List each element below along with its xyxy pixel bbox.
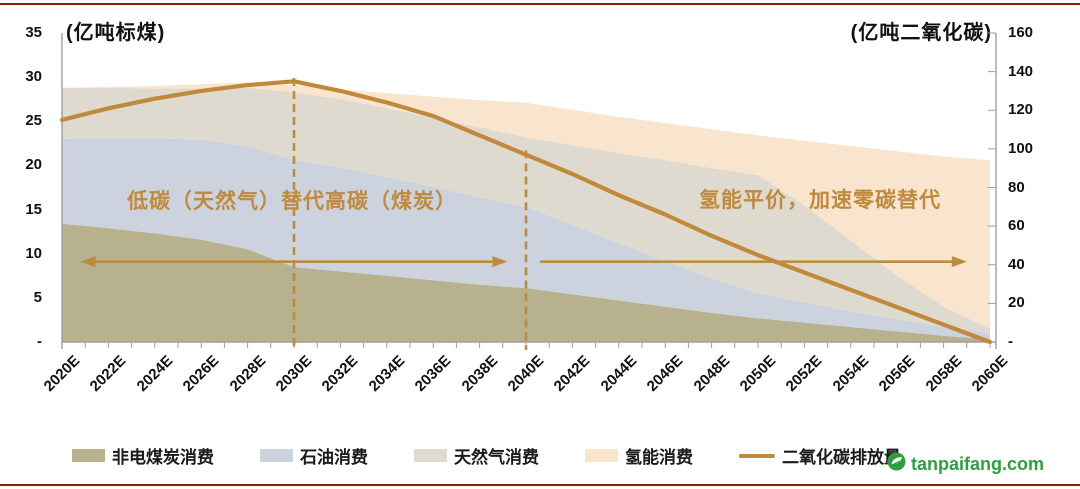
x-axis-tick-label: 2052E bbox=[783, 352, 826, 395]
right-axis-tick-label: 100 bbox=[1008, 139, 1034, 157]
legend-item: 二氧化碳排放量 bbox=[739, 443, 901, 468]
legend-label: 天然气消费 bbox=[454, 448, 539, 467]
legend-label: 二氧化碳排放量 bbox=[782, 448, 901, 467]
x-axis-tick-label: 2028E bbox=[226, 352, 269, 395]
x-axis-tick-label: 2048E bbox=[690, 352, 733, 395]
right-axis-tick-label: 40 bbox=[1008, 255, 1025, 273]
left-axis-tick-label: 20 bbox=[25, 156, 42, 174]
x-axis-tick-label: 2050E bbox=[736, 352, 780, 395]
x-axis-tick-label: 2020E bbox=[40, 352, 84, 395]
right-axis-tick-label: 140 bbox=[1008, 62, 1034, 80]
legend-item: 石油消费 bbox=[260, 443, 368, 468]
legend-area-swatch bbox=[72, 449, 105, 462]
x-axis-tick-label: 2046E bbox=[643, 352, 687, 395]
x-axis-tick-label: 2042E bbox=[551, 352, 594, 395]
legend-item: 非电煤炭消费 bbox=[72, 443, 214, 468]
left-axis-title: (亿吨标煤) bbox=[66, 22, 166, 44]
left-axis-tick-label: 35 bbox=[25, 24, 42, 41]
left-axis-tick-label: 30 bbox=[25, 68, 42, 86]
legend-item: 天然气消费 bbox=[414, 443, 539, 468]
legend-label: 石油消费 bbox=[300, 448, 368, 467]
x-axis-tick-label: 2022E bbox=[87, 352, 130, 395]
right-axis-tick-label: - bbox=[1008, 333, 1013, 350]
right-axis-tick-label: 120 bbox=[1008, 101, 1034, 119]
right-axis-tick-label: 60 bbox=[1008, 217, 1025, 235]
x-axis-tick-label: 2036E bbox=[411, 352, 455, 395]
legend-label: 非电煤炭消费 bbox=[112, 448, 214, 467]
watermark: tanpaifang.com bbox=[887, 452, 1044, 476]
right-axis-tick-label: 80 bbox=[1008, 178, 1025, 196]
arrow-head-icon bbox=[492, 256, 508, 268]
x-axis-tick-label: 2032E bbox=[319, 352, 362, 395]
legend-area-swatch bbox=[414, 449, 447, 462]
annotation-phase2: 氢能平价，加速零碳替代 bbox=[699, 189, 941, 212]
x-axis-tick-label: 2026E bbox=[179, 352, 223, 395]
area-hydrogen bbox=[62, 82, 990, 329]
legend-label: 氢能消费 bbox=[625, 448, 693, 467]
right-axis-title: (亿吨二氧化碳) bbox=[850, 22, 992, 44]
left-axis-tick-label: - bbox=[37, 333, 42, 350]
co2-line bbox=[59, 79, 993, 345]
left-axis-tick-label: 5 bbox=[33, 288, 42, 306]
left-axis-tick-label: 10 bbox=[25, 244, 42, 262]
legend-area-swatch bbox=[260, 449, 293, 462]
x-axis-tick-label: 2030E bbox=[272, 352, 316, 395]
x-axis-tick-label: 2038E bbox=[458, 352, 501, 395]
legend: 非电煤炭消费 石油消费 天然气消费 氢能消费 二氧化碳排放量 bbox=[72, 443, 901, 468]
watermark-text: tanpaifang.com bbox=[910, 453, 1044, 474]
legend-area-swatch bbox=[585, 449, 618, 462]
x-axis-tick-label: 2040E bbox=[504, 352, 548, 395]
x-axis-tick-label: 2058E bbox=[922, 352, 965, 395]
x-axis-tick-label: 2060E bbox=[968, 352, 1012, 395]
legend-item: 氢能消费 bbox=[585, 443, 693, 468]
chart-canvas bbox=[59, 32, 997, 350]
annotation-phase1: 低碳（天然气）替代高碳（煤炭） bbox=[127, 190, 457, 213]
legend-line-swatch bbox=[739, 453, 775, 458]
x-axis-tick-label: 2034E bbox=[365, 352, 409, 395]
x-axis-tick-label: 2054E bbox=[829, 352, 873, 395]
x-axis-tick-label: 2056E bbox=[875, 352, 919, 395]
left-axis-tick-label: 25 bbox=[25, 112, 42, 130]
right-axis-tick-label: 160 bbox=[1008, 24, 1034, 41]
top-divider-line bbox=[0, 3, 1080, 5]
arrow-head-icon bbox=[80, 256, 96, 268]
x-axis-tick-label: 2024E bbox=[133, 352, 177, 395]
right-axis-tick-label: 20 bbox=[1008, 294, 1025, 312]
bottom-divider-line bbox=[0, 484, 1080, 486]
left-axis-tick-label: 15 bbox=[25, 200, 42, 218]
arrow-head-icon bbox=[951, 256, 967, 268]
tanpaifang-logo-icon bbox=[887, 452, 906, 476]
x-axis-tick-label: 2044E bbox=[597, 352, 641, 395]
